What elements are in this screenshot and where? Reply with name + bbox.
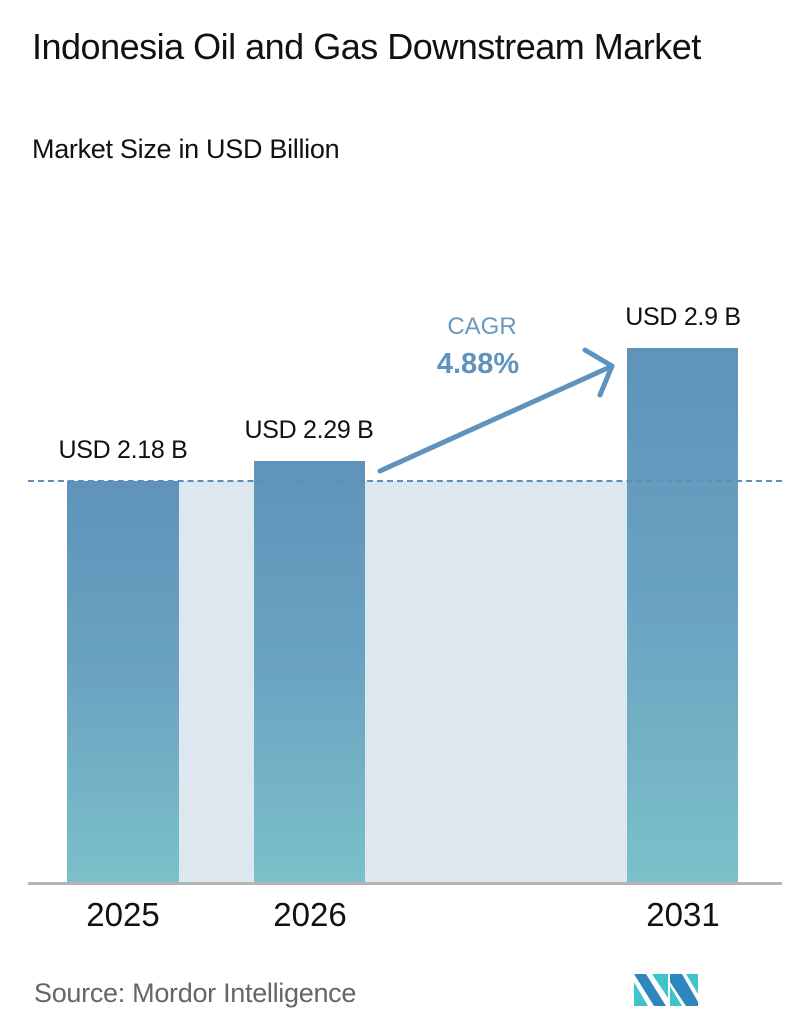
x-tick-2031: 2031 bbox=[646, 896, 720, 933]
x-axis-line bbox=[28, 882, 782, 885]
cagr-label: CAGR bbox=[447, 313, 517, 340]
reference-dashed-line bbox=[28, 480, 782, 482]
chart-title: Indonesia Oil and Gas Downstream Market bbox=[32, 26, 701, 67]
x-tick-2025: 2025 bbox=[86, 896, 160, 933]
bar-2026 bbox=[254, 461, 365, 883]
value-label-2031: USD 2.9 B bbox=[625, 303, 741, 331]
cagr-value: 4.88% bbox=[436, 348, 520, 380]
chart-subtitle: Market Size in USD Billion bbox=[32, 134, 340, 164]
value-label-2026: USD 2.29 B bbox=[244, 416, 374, 444]
bar-2031 bbox=[627, 348, 738, 883]
background-band bbox=[179, 481, 627, 883]
value-label-2025: USD 2.18 B bbox=[58, 436, 188, 464]
mordor-intelligence-logo-icon bbox=[634, 974, 698, 1006]
bar-2025 bbox=[67, 481, 179, 883]
source-text: Source: Mordor Intelligence bbox=[34, 978, 357, 1008]
x-tick-2026: 2026 bbox=[273, 896, 347, 933]
